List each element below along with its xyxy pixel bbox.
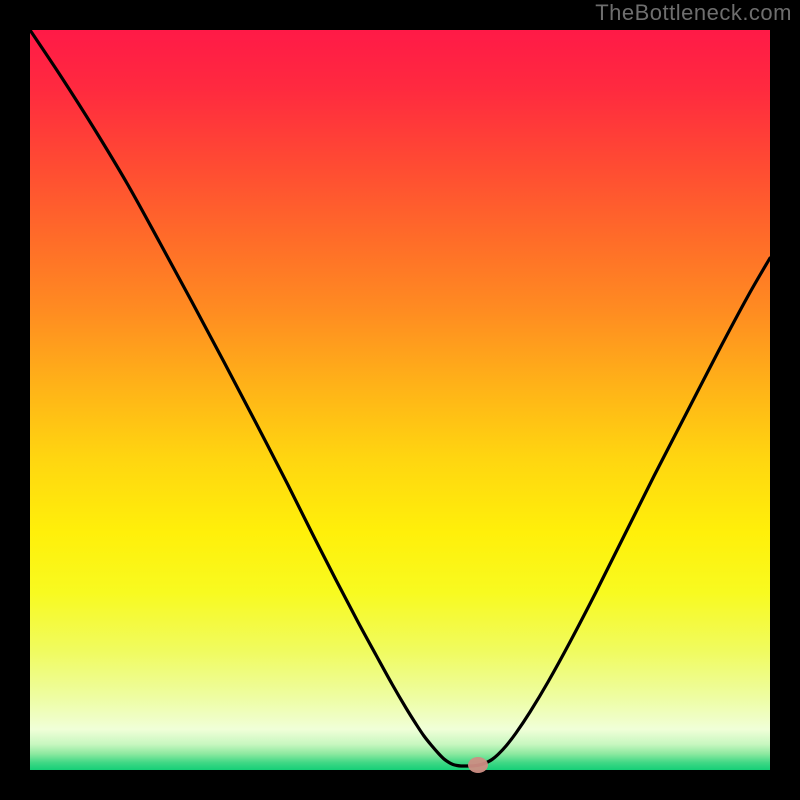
- optimal-point-marker: [468, 757, 488, 773]
- chart-background: [30, 30, 770, 770]
- chart-frame: TheBottleneck.com: [0, 0, 800, 800]
- attribution-label: TheBottleneck.com: [595, 0, 792, 26]
- bottleneck-chart: [0, 0, 800, 800]
